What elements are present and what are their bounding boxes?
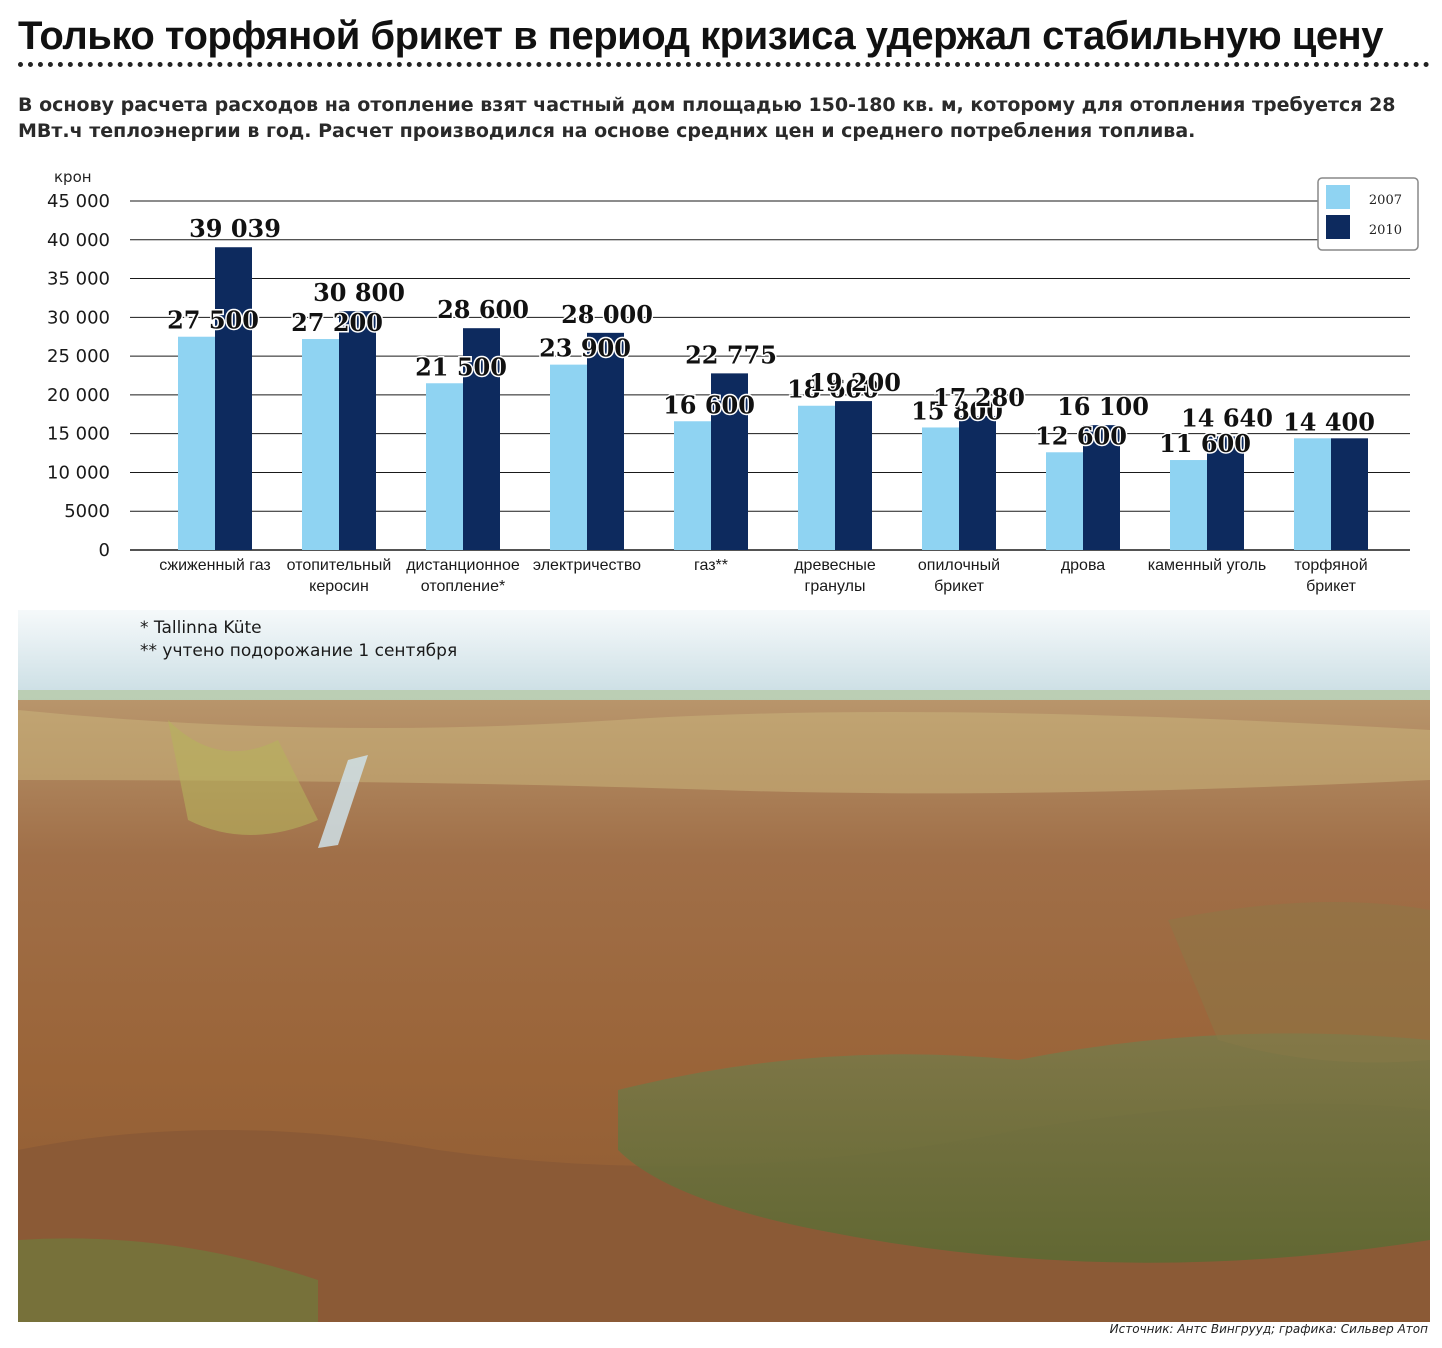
data-label-2007: 27 200	[291, 308, 383, 337]
x-category-label: керосин	[309, 578, 369, 595]
heating-cost-bar-chart: крон 0 5000 10 000 15 000 20 000 25 000 30 000 3…	[0, 160, 1442, 610]
footnote-2: ** учтено подорожание 1 сентября	[140, 641, 458, 661]
y-tick-label: 30 000	[47, 307, 110, 328]
x-category-label: брикет	[934, 578, 985, 595]
y-tick-label: 20 000	[47, 385, 110, 406]
bar-2010	[835, 401, 872, 550]
bar-2010	[959, 415, 996, 550]
y-tick-label: 45 000	[47, 191, 110, 212]
data-label-2010: 22 775	[685, 340, 777, 369]
y-axis-unit: крон	[54, 168, 92, 186]
data-label-2007: 16 600	[663, 390, 755, 419]
data-label-2007: 14 400	[1283, 407, 1375, 436]
bar-2010	[339, 311, 376, 550]
bar-2007	[550, 364, 587, 550]
bar-2007	[302, 339, 339, 550]
x-category-label: отопительный	[287, 557, 392, 574]
legend-swatch-2010	[1326, 215, 1350, 239]
y-tick-label: 35 000	[47, 269, 110, 290]
x-category-label: каменный уголь	[1148, 557, 1266, 574]
x-category-label: электричество	[533, 557, 641, 574]
data-label-2010: 39 039	[189, 214, 281, 243]
y-tick-label: 40 000	[47, 230, 110, 251]
bar-2010	[1207, 436, 1244, 550]
data-label-2010: 28 600	[437, 295, 529, 324]
data-label-2010: 19 200	[809, 368, 901, 397]
data-label-2007: 23 900	[539, 334, 631, 363]
y-tick-label: 5000	[64, 501, 110, 522]
x-category-label: сжиженный газ	[159, 557, 271, 574]
bar-2007	[1046, 452, 1083, 550]
bar-2007	[674, 421, 711, 550]
x-category-label: отопление*	[421, 578, 505, 595]
data-label-2007: 21 500	[415, 352, 507, 381]
bar-2007	[798, 405, 835, 550]
y-tick-label: 25 000	[47, 346, 110, 367]
bar-2007	[1170, 460, 1207, 550]
x-category-label: торфяной	[1294, 557, 1367, 574]
y-tick-label: 0	[99, 540, 110, 561]
bar-2007	[1294, 438, 1331, 550]
y-tick-label: 10 000	[47, 462, 110, 483]
data-label-2007: 18 600	[787, 375, 879, 404]
x-category-label: газ**	[694, 557, 728, 574]
data-label-2007: 11 600	[1159, 429, 1251, 458]
headline: Только торфяной брикет в период кризиса …	[18, 14, 1383, 58]
x-category-label: древесные	[794, 557, 876, 574]
bar-2007	[426, 383, 463, 550]
data-label-2007: 15 800	[911, 396, 1003, 425]
x-category-label: дрова	[1061, 557, 1105, 574]
legend-label-2010: 2010	[1369, 223, 1402, 238]
legend-swatch-2007	[1326, 185, 1350, 209]
bar-2010	[215, 247, 252, 550]
x-category-label: дистанционное	[406, 557, 520, 574]
data-label-2010: 17 280	[933, 383, 1025, 412]
x-category-label: опилочный	[918, 557, 1000, 574]
source-credit: Источник: Антс Вингрууд; графика: Сильве…	[1109, 1322, 1428, 1336]
data-label-2007: 12 600	[1035, 421, 1127, 450]
legend-label-2007: 2007	[1369, 193, 1402, 208]
bar-2010	[1331, 438, 1368, 550]
title-divider	[18, 62, 1430, 67]
data-label-2010: 28 000	[561, 300, 653, 329]
x-category-label: гранулы	[805, 578, 866, 595]
x-category-label: брикет	[1306, 578, 1357, 595]
bar-2010	[711, 373, 748, 550]
data-label-2010: 16 100	[1057, 392, 1149, 421]
footnote-1: * Tallinna Küte	[140, 618, 262, 638]
data-label-2010: 14 640	[1181, 403, 1273, 432]
data-label-2010: 30 800	[313, 278, 405, 307]
data-label-2007: 27 500	[167, 306, 259, 335]
bar-2010	[463, 328, 500, 550]
y-tick-label: 15 000	[47, 424, 110, 445]
bar-2010	[1083, 425, 1120, 550]
bar-2007	[922, 427, 959, 550]
description: В основу расчета расходов на отопление в…	[18, 94, 1396, 142]
peat-field-photo	[18, 590, 1430, 1322]
bar-2010	[587, 332, 624, 550]
bar-2007	[178, 336, 215, 550]
